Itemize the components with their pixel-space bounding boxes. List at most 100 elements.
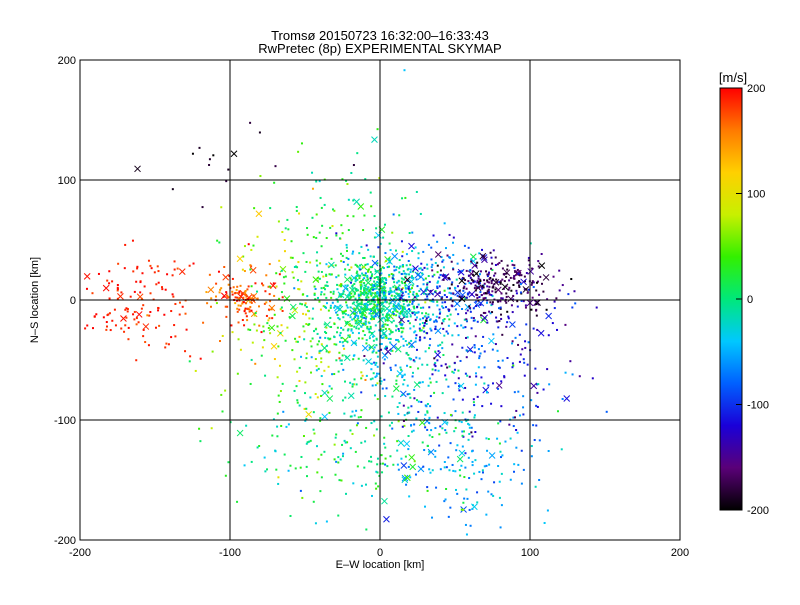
data-point [315,236,318,239]
data-point [323,369,326,372]
data-point [411,312,414,315]
data-point [448,469,451,472]
data-point [227,168,230,171]
data-point [512,364,515,367]
data-point [410,276,413,279]
data-point [332,292,335,295]
data-point [546,368,549,371]
data-point [494,256,497,259]
data-point [369,291,372,294]
data-point [428,434,431,437]
data-point [459,474,462,477]
data-point [161,288,164,291]
data-point [490,304,493,307]
data-point [293,389,296,392]
data-point [468,477,471,480]
data-point [396,310,399,313]
data-point [364,274,367,277]
data-point-cross [399,390,407,398]
data-point [383,442,386,445]
data-point [277,482,280,485]
data-point [124,324,127,327]
data-point [429,327,432,330]
data-point [469,269,472,272]
data-point [268,263,271,266]
data-point [363,266,366,269]
data-point [470,278,473,281]
data-point-cross [412,265,419,272]
data-point [363,291,366,294]
data-point [315,369,318,372]
data-point [591,377,594,380]
data-point [364,483,367,486]
data-point [369,327,372,330]
data-point [418,290,421,293]
data-point [328,273,331,276]
data-point [363,303,366,306]
data-point [384,463,387,466]
data-point [362,274,365,277]
data-point [401,374,404,377]
data-point [453,368,456,371]
data-point [308,317,311,320]
data-point [243,270,246,273]
data-point [403,379,406,382]
data-point [384,281,387,284]
data-point [498,261,501,264]
data-point [308,440,311,443]
data-point [340,479,343,482]
data-point [436,285,439,288]
data-point [373,280,376,283]
data-point [305,305,308,308]
data-point [367,296,370,299]
data-point [244,312,247,315]
data-point [220,206,223,209]
data-point [378,177,381,180]
data-point [468,270,471,273]
data-point [364,322,367,325]
data-point [434,261,437,264]
data-point [354,287,357,290]
data-point [438,444,441,447]
data-point [530,445,533,448]
data-point [536,280,539,283]
data-point [443,460,446,463]
data-point [558,289,561,292]
data-point [84,327,87,330]
data-point-cross [467,270,475,278]
data-point [359,290,362,293]
data-point [351,252,354,255]
data-point [317,458,320,461]
data-point [86,324,89,327]
data-point [456,325,459,328]
data-point [312,500,315,503]
data-point [496,320,499,323]
data-point [464,466,467,469]
data-point [157,309,160,312]
data-point [425,288,428,291]
data-point [404,196,407,199]
data-point [442,306,445,309]
data-point [333,458,336,461]
data-point [314,522,317,525]
data-point-cross [413,381,421,388]
data-point [142,304,145,307]
data-point [314,358,317,361]
data-point [461,308,464,311]
data-point-cross [434,290,441,298]
data-point [226,294,229,297]
data-point [462,430,465,433]
data-point [407,267,410,270]
data-point [344,396,347,399]
data-point [245,424,248,427]
data-point [303,330,306,333]
data-point [471,460,474,463]
data-point [390,331,393,334]
data-point [241,268,244,271]
data-point-cross [466,346,474,353]
data-point [170,336,173,339]
data-point [252,299,255,302]
data-point [337,461,340,464]
data-point [499,450,502,453]
data-point [364,304,367,307]
